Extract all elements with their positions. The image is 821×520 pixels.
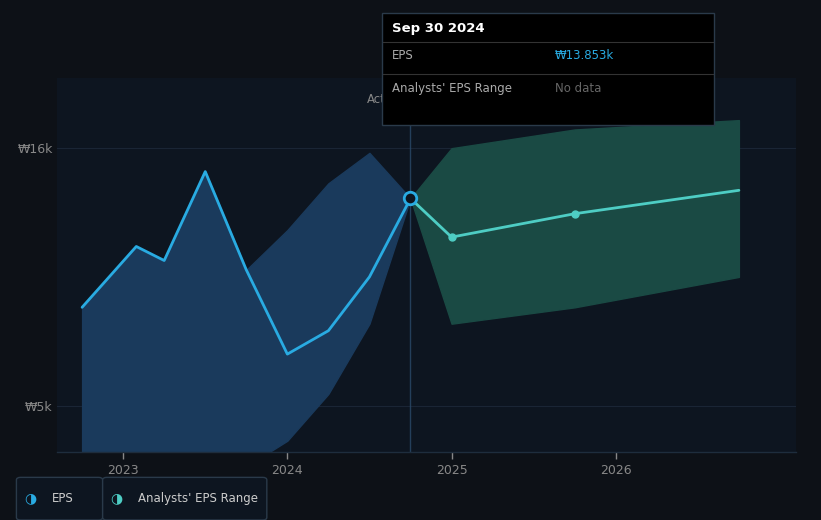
Text: ₩13.853k: ₩13.853k: [555, 49, 614, 62]
Text: No data: No data: [555, 82, 601, 95]
Text: Analysts Forecasts: Analysts Forecasts: [417, 93, 527, 106]
Text: ◑: ◑: [25, 492, 36, 505]
Text: ◑: ◑: [111, 492, 122, 505]
Text: Analysts' EPS Range: Analysts' EPS Range: [138, 492, 258, 505]
Text: EPS: EPS: [392, 49, 413, 62]
Text: Sep 30 2024: Sep 30 2024: [392, 22, 484, 35]
Text: EPS: EPS: [52, 492, 73, 505]
Text: Actual: Actual: [367, 93, 404, 106]
Text: Analysts' EPS Range: Analysts' EPS Range: [392, 82, 511, 95]
